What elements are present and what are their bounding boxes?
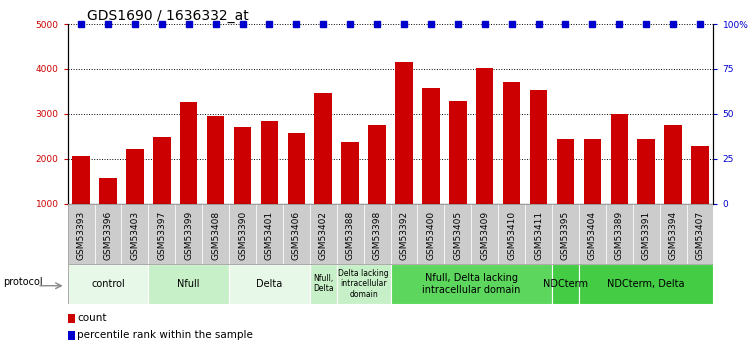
- Bar: [95, 204, 122, 264]
- Bar: [691, 146, 709, 248]
- Bar: [202, 204, 229, 264]
- Bar: [68, 314, 74, 323]
- Bar: [68, 331, 74, 340]
- Text: GSM53406: GSM53406: [292, 211, 301, 260]
- Bar: [418, 204, 445, 264]
- Bar: [498, 204, 525, 264]
- Text: GSM53391: GSM53391: [641, 211, 650, 260]
- Text: control: control: [91, 279, 125, 289]
- Text: GSM53409: GSM53409: [480, 211, 489, 260]
- Text: GSM53390: GSM53390: [238, 211, 247, 260]
- Bar: [503, 81, 520, 248]
- Bar: [529, 90, 547, 248]
- Bar: [579, 204, 606, 264]
- Text: percentile rank within the sample: percentile rank within the sample: [77, 331, 253, 340]
- Text: GSM53388: GSM53388: [345, 211, 354, 260]
- Text: count: count: [77, 313, 107, 323]
- Text: GSM53395: GSM53395: [561, 211, 570, 260]
- Bar: [229, 264, 309, 304]
- Bar: [72, 156, 90, 248]
- Bar: [175, 204, 202, 264]
- Text: protocol: protocol: [4, 277, 43, 287]
- Bar: [659, 204, 686, 264]
- Bar: [363, 204, 391, 264]
- Text: Nfull,
Delta: Nfull, Delta: [313, 274, 333, 294]
- Bar: [68, 264, 149, 304]
- Text: GSM53393: GSM53393: [77, 211, 86, 260]
- Bar: [686, 204, 713, 264]
- Bar: [556, 139, 575, 248]
- Bar: [229, 204, 256, 264]
- Bar: [422, 88, 439, 248]
- Bar: [149, 264, 229, 304]
- Text: NDCterm: NDCterm: [543, 279, 588, 289]
- Text: Nfull: Nfull: [177, 279, 200, 289]
- Bar: [309, 204, 336, 264]
- Text: GDS1690 / 1636332_at: GDS1690 / 1636332_at: [87, 9, 249, 23]
- Bar: [552, 264, 579, 304]
- Bar: [261, 121, 278, 248]
- Text: GSM53402: GSM53402: [318, 211, 327, 260]
- Bar: [283, 204, 309, 264]
- Bar: [122, 204, 149, 264]
- Bar: [207, 116, 225, 248]
- Text: Delta lacking
intracellular
domain: Delta lacking intracellular domain: [338, 269, 389, 299]
- Text: GSM53389: GSM53389: [615, 211, 624, 260]
- Text: GSM53399: GSM53399: [184, 211, 193, 260]
- Text: GSM53400: GSM53400: [427, 211, 436, 260]
- Bar: [476, 68, 493, 248]
- Text: GSM53404: GSM53404: [588, 211, 597, 260]
- Bar: [391, 264, 552, 304]
- Text: GSM53408: GSM53408: [211, 211, 220, 260]
- Bar: [336, 264, 391, 304]
- Text: NDCterm, Delta: NDCterm, Delta: [608, 279, 685, 289]
- Bar: [552, 204, 579, 264]
- Bar: [368, 125, 386, 248]
- Bar: [472, 204, 498, 264]
- Text: GSM53392: GSM53392: [400, 211, 409, 260]
- Bar: [632, 204, 659, 264]
- Bar: [315, 93, 332, 248]
- Bar: [126, 149, 143, 248]
- Bar: [336, 204, 363, 264]
- Bar: [153, 137, 170, 248]
- Text: GSM53410: GSM53410: [507, 211, 516, 260]
- Text: GSM53405: GSM53405: [454, 211, 463, 260]
- Bar: [584, 139, 601, 248]
- Text: GSM53411: GSM53411: [534, 211, 543, 260]
- Bar: [445, 204, 472, 264]
- Bar: [449, 101, 466, 248]
- Bar: [665, 125, 682, 248]
- Bar: [525, 204, 552, 264]
- Bar: [256, 204, 283, 264]
- Text: GSM53407: GSM53407: [695, 211, 704, 260]
- Bar: [395, 62, 413, 248]
- Bar: [611, 114, 628, 248]
- Text: GSM53398: GSM53398: [372, 211, 382, 260]
- Bar: [288, 133, 305, 248]
- Bar: [68, 204, 95, 264]
- Text: GSM53396: GSM53396: [104, 211, 113, 260]
- Text: Delta: Delta: [256, 279, 282, 289]
- Bar: [309, 264, 336, 304]
- Bar: [99, 178, 116, 248]
- Bar: [391, 204, 418, 264]
- Bar: [234, 127, 252, 248]
- Bar: [638, 139, 655, 248]
- Text: GSM53403: GSM53403: [131, 211, 140, 260]
- Bar: [606, 204, 632, 264]
- Text: GSM53397: GSM53397: [157, 211, 166, 260]
- Text: Nfull, Delta lacking
intracellular domain: Nfull, Delta lacking intracellular domai…: [422, 273, 520, 295]
- Bar: [342, 142, 359, 248]
- Text: GSM53401: GSM53401: [265, 211, 274, 260]
- Bar: [149, 204, 175, 264]
- Text: GSM53394: GSM53394: [668, 211, 677, 260]
- Bar: [180, 102, 198, 248]
- Bar: [579, 264, 713, 304]
